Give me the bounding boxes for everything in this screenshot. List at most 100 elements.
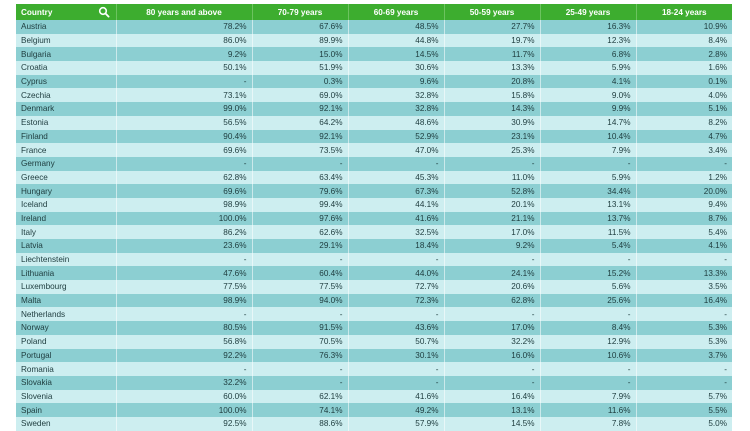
value-70-79: 76.3% (252, 348, 349, 363)
country-cell: Sweden (16, 416, 117, 431)
value-50-59: 52.8% (444, 184, 541, 198)
value-60-69: - (348, 307, 445, 322)
search-icon[interactable] (98, 6, 110, 18)
value-50-59: 15.8% (444, 88, 541, 103)
value-50-59: 25.3% (444, 143, 541, 157)
value-25-49: - (540, 307, 637, 322)
column-header-80-plus[interactable]: 80 years and above (116, 4, 253, 20)
table-body: Austria 78.2% 67.6% 48.5% 27.7% 16.3% 10.9% Bel… (16, 20, 732, 431)
value-80-plus: - (116, 156, 253, 171)
country-cell: Netherlands (16, 307, 117, 322)
country-cell: Latvia (16, 239, 117, 253)
table-row[interactable]: Poland 56.8% 70.5% 50.7% 32.2% 12.9% 5.3% (16, 334, 732, 349)
value-18-24: 5.7% (636, 389, 732, 404)
value-80-plus: 9.2% (116, 47, 253, 62)
table-row[interactable]: Iceland 98.9% 99.4% 44.1% 20.1% 13.1% 9.4% (16, 197, 732, 212)
value-70-79: 92.1% (252, 102, 349, 116)
value-50-59: 14.3% (444, 102, 541, 116)
country-cell: Denmark (16, 102, 117, 116)
value-80-plus: 92.5% (116, 416, 253, 431)
table-row[interactable]: Bulgaria 9.2% 15.0% 14.5% 11.7% 6.8% 2.8% (16, 47, 732, 62)
column-header-18-24[interactable]: 18-24 years (636, 4, 732, 20)
table-row[interactable]: Italy 86.2% 62.6% 32.5% 17.0% 11.5% 5.4% (16, 225, 732, 239)
value-50-59: - (444, 252, 541, 267)
value-70-79: 0.3% (252, 74, 349, 89)
table-header: Country 80 years and above 70-79 years 6… (16, 4, 732, 20)
table-row[interactable]: Ireland 100.0% 97.6% 41.6% 21.1% 13.7% 8.7% (16, 211, 732, 226)
value-70-79: - (252, 362, 349, 376)
table-row[interactable]: Austria 78.2% 67.6% 48.5% 27.7% 16.3% 10.9% (16, 20, 732, 34)
value-80-plus: 98.9% (116, 197, 253, 212)
value-18-24: 0.1% (636, 74, 732, 89)
column-header-60-69[interactable]: 60-69 years (348, 4, 445, 20)
value-60-69: 67.3% (348, 184, 445, 198)
value-60-69: 14.5% (348, 47, 445, 62)
table-row[interactable]: Luxembourg 77.5% 77.5% 72.7% 20.6% 5.6% 3.5% (16, 280, 732, 294)
table-row[interactable]: Hungary 69.6% 79.6% 67.3% 52.8% 34.4% 20.0% (16, 184, 732, 198)
table-row[interactable]: Norway 80.5% 91.5% 43.6% 17.0% 8.4% 5.3% (16, 321, 732, 335)
table-row[interactable]: Denmark 99.0% 92.1% 32.8% 14.3% 9.9% 5.1% (16, 102, 732, 116)
value-18-24: - (636, 375, 732, 390)
value-50-59: 62.8% (444, 293, 541, 308)
value-80-plus: 56.8% (116, 334, 253, 349)
value-80-plus: - (116, 74, 253, 89)
value-25-49: 6.8% (540, 47, 637, 62)
value-25-49: - (540, 375, 637, 390)
value-50-59: 16.0% (444, 348, 541, 363)
value-60-69: 48.5% (348, 20, 445, 34)
table-row[interactable]: Spain 100.0% 74.1% 49.2% 13.1% 11.6% 5.5% (16, 403, 732, 417)
column-header-country[interactable]: Country (16, 4, 117, 20)
table-row[interactable]: Belgium 86.0% 89.9% 44.8% 19.7% 12.3% 8.4% (16, 33, 732, 48)
table-row[interactable]: Greece 62.8% 63.4% 45.3% 11.0% 5.9% 1.2% (16, 170, 732, 185)
table-row[interactable]: Finland 90.4% 92.1% 52.9% 23.1% 10.4% 4.7% (16, 129, 732, 144)
value-50-59: 17.0% (444, 225, 541, 239)
column-header-50-59[interactable]: 50-59 years (444, 4, 541, 20)
table-row[interactable]: Germany - - - - - - (16, 156, 732, 171)
value-25-49: 11.5% (540, 225, 637, 239)
table-row[interactable]: Romania - - - - - - (16, 362, 732, 376)
table-row[interactable]: Cyprus -0.3% 9.6% 20.8% 4.1% 0.1% (16, 74, 732, 89)
table-row[interactable]: Malta 98.9% 94.0% 72.3% 62.8% 25.6% 16.4% (16, 293, 732, 308)
value-80-plus: 80.5% (116, 321, 253, 335)
value-60-69: 47.0% (348, 143, 445, 157)
value-18-24: 2.8% (636, 47, 732, 62)
country-cell: Czechia (16, 88, 117, 103)
table-row[interactable]: Netherlands - - - - - - (16, 307, 732, 322)
value-70-79: 67.6% (252, 20, 349, 34)
value-60-69: 44.1% (348, 197, 445, 212)
value-70-79: - (252, 307, 349, 322)
value-60-69: - (348, 362, 445, 376)
value-25-49: 13.1% (540, 197, 637, 212)
value-50-59: 20.6% (444, 280, 541, 294)
table-row[interactable]: Latvia 23.6% 29.1% 18.4% 9.2% 5.4% 4.1% (16, 239, 732, 253)
value-50-59: 20.8% (444, 74, 541, 89)
table-row[interactable]: France 69.6% 73.5% 47.0% 25.3% 7.9% 3.4% (16, 143, 732, 157)
table-row[interactable]: Slovenia 60.0% 62.1% 41.6% 16.4% 7.9% 5.7% (16, 389, 732, 404)
value-25-49: 13.7% (540, 211, 637, 226)
value-50-59: 14.5% (444, 416, 541, 431)
country-cell: Bulgaria (16, 47, 117, 62)
column-header-25-49[interactable]: 25-49 years (540, 4, 637, 20)
value-60-69: 30.1% (348, 348, 445, 363)
value-70-79: 15.0% (252, 47, 349, 62)
value-70-79: 74.1% (252, 403, 349, 417)
table-row[interactable]: Estonia 56.5% 64.2% 48.6% 30.9% 14.7% 8.2% (16, 115, 732, 130)
value-18-24: 8.7% (636, 211, 732, 226)
table-row[interactable]: Sweden 92.5% 88.6% 57.9% 14.5% 7.8% 5.0% (16, 416, 732, 431)
value-18-24: 8.2% (636, 115, 732, 130)
column-header-70-79[interactable]: 70-79 years (252, 4, 349, 20)
table-row[interactable]: Liechtenstein - - - - - - (16, 252, 732, 267)
value-50-59: 23.1% (444, 129, 541, 144)
table-row[interactable]: Slovakia 32.2% - - - - - (16, 375, 732, 390)
table-row[interactable]: Portugal 92.2% 76.3% 30.1% 16.0% 10.6% 3.7% (16, 348, 732, 363)
table-row[interactable]: Lithuania 47.6% 60.4% 44.0% 24.1% 15.2% 13.3% (16, 266, 732, 281)
header-row: Country 80 years and above 70-79 years 6… (16, 4, 732, 20)
value-70-79: 77.5% (252, 280, 349, 294)
value-18-24: 9.4% (636, 197, 732, 212)
value-70-79: 62.6% (252, 225, 349, 239)
value-70-79: 64.2% (252, 115, 349, 130)
value-18-24: 4.7% (636, 129, 732, 144)
table-row[interactable]: Czechia 73.1% 69.0% 32.8% 15.8% 9.0% 4.0% (16, 88, 732, 103)
table-row[interactable]: Croatia 50.1% 51.9% 30.6% 13.3% 5.9% 1.6% (16, 61, 732, 75)
data-table-container: Country 80 years and above 70-79 years 6… (16, 4, 732, 431)
